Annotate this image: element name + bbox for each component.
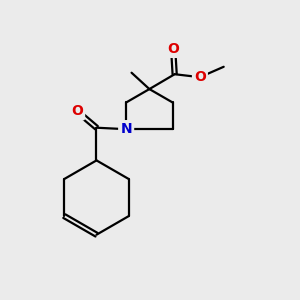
Text: O: O <box>71 104 83 118</box>
Text: O: O <box>167 42 179 56</box>
Text: O: O <box>194 70 206 84</box>
Text: N: N <box>120 122 132 136</box>
Text: N: N <box>120 122 132 136</box>
